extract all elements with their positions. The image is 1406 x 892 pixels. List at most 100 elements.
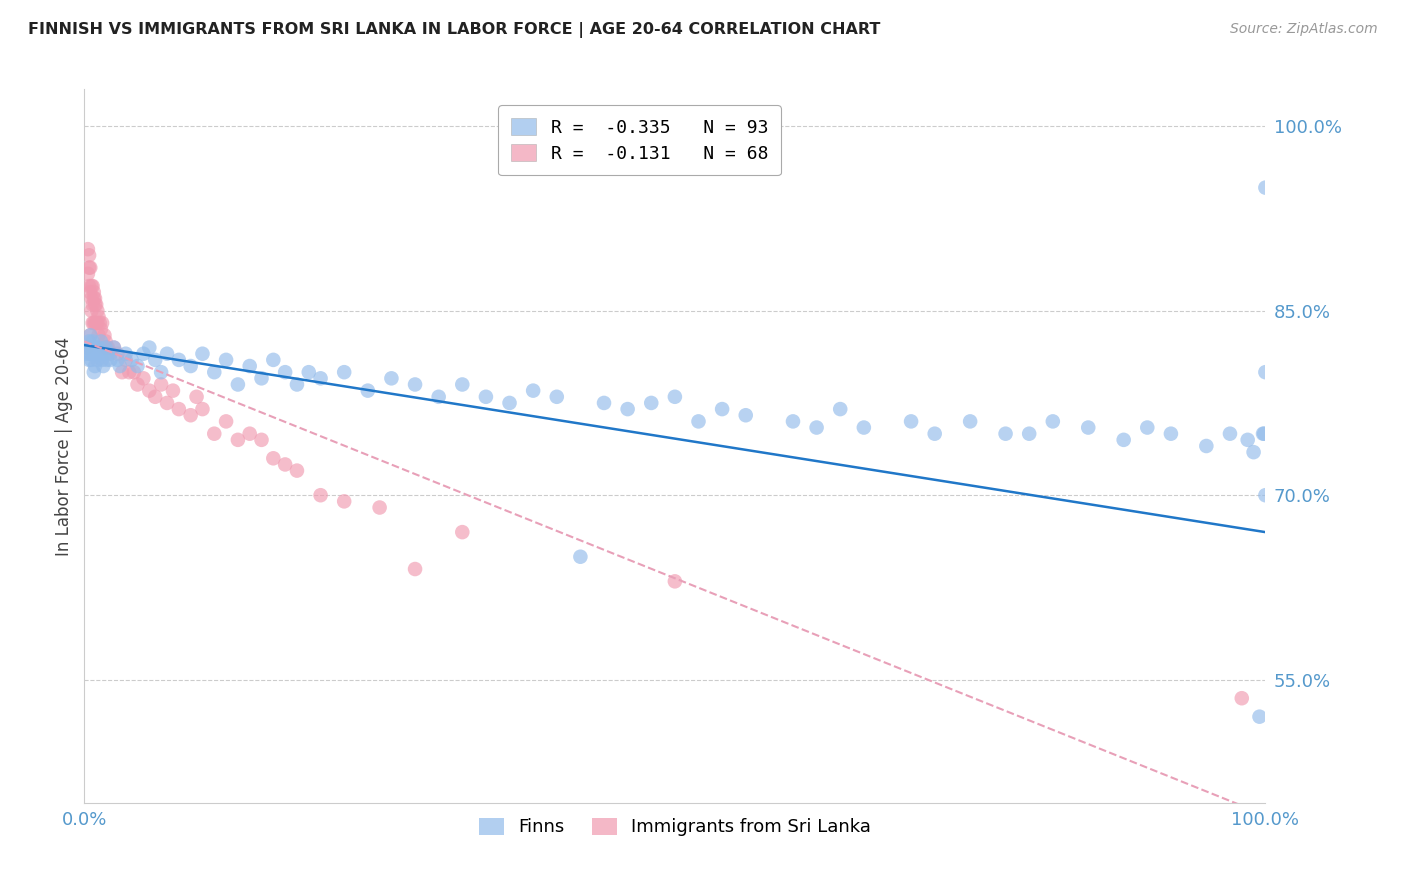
Point [84, 347, 107, 361]
Point [285, 377, 308, 392]
Point [830, 402, 852, 417]
Point [711, 402, 734, 417]
Point [782, 414, 804, 428]
Point [852, 420, 875, 434]
Point [132, 347, 155, 361]
Point [427, 390, 450, 404]
Point [108, 359, 131, 373]
Point [91, 341, 114, 355]
Point [87, 310, 110, 324]
Point [309, 488, 332, 502]
Point [1195, 439, 1218, 453]
Point [262, 352, 284, 367]
Point [77, 267, 100, 281]
Point [239, 426, 262, 441]
Point [451, 377, 474, 392]
Legend: Finns, Immigrants from Sri Lanka: Finns, Immigrants from Sri Lanka [468, 807, 882, 847]
Point [1251, 426, 1274, 441]
Point [82, 316, 104, 330]
Point [1042, 414, 1064, 428]
Point [84, 347, 107, 361]
Point [84, 359, 107, 373]
Point [94, 334, 117, 349]
Point [285, 464, 308, 478]
Point [89, 347, 111, 361]
Point [546, 390, 568, 404]
Point [298, 365, 321, 379]
Point [83, 291, 105, 305]
Point [103, 341, 125, 355]
Point [83, 316, 105, 330]
Point [82, 297, 104, 311]
Point [91, 316, 114, 330]
Point [167, 352, 190, 367]
Point [77, 279, 100, 293]
Point [84, 341, 107, 355]
Point [664, 390, 686, 404]
Point [239, 359, 262, 373]
Point [79, 328, 101, 343]
Point [569, 549, 592, 564]
Point [93, 347, 115, 361]
Point [114, 352, 136, 367]
Point [1136, 420, 1159, 434]
Point [91, 359, 114, 373]
Point [111, 365, 134, 379]
Point [640, 396, 662, 410]
Point [143, 390, 166, 404]
Point [127, 377, 149, 392]
Point [734, 409, 756, 423]
Point [202, 365, 225, 379]
Point [90, 322, 112, 336]
Point [84, 316, 107, 330]
Point [215, 352, 238, 367]
Point [1253, 426, 1275, 441]
Point [1018, 426, 1040, 441]
Point [167, 402, 190, 417]
Point [180, 359, 202, 373]
Point [688, 414, 710, 428]
Point [77, 352, 100, 367]
Point [76, 341, 98, 355]
Point [96, 352, 118, 367]
Text: FINNISH VS IMMIGRANTS FROM SRI LANKA IN LABOR FORCE | AGE 20-64 CORRELATION CHAR: FINNISH VS IMMIGRANTS FROM SRI LANKA IN … [28, 22, 880, 38]
Point [98, 352, 121, 367]
Point [79, 347, 101, 361]
Point [83, 341, 105, 355]
Point [202, 426, 225, 441]
Point [368, 500, 391, 515]
Point [498, 396, 520, 410]
Point [138, 384, 160, 398]
Point [664, 574, 686, 589]
Point [90, 334, 112, 349]
Point [86, 303, 108, 318]
Y-axis label: In Labor Force | Age 20-64: In Labor Force | Age 20-64 [55, 336, 73, 556]
Point [80, 352, 103, 367]
Point [1160, 426, 1182, 441]
Point [79, 328, 101, 343]
Point [226, 433, 249, 447]
Point [84, 297, 107, 311]
Point [97, 341, 120, 355]
Point [97, 347, 120, 361]
Point [82, 279, 104, 293]
Point [250, 371, 273, 385]
Point [150, 365, 173, 379]
Point [87, 328, 110, 343]
Point [82, 347, 104, 361]
Point [83, 285, 105, 300]
Point [1077, 420, 1099, 434]
Point [80, 303, 103, 318]
Point [309, 371, 332, 385]
Point [122, 365, 145, 379]
Point [103, 341, 125, 355]
Point [333, 365, 356, 379]
Point [96, 341, 118, 355]
Point [83, 365, 105, 379]
Point [451, 525, 474, 540]
Point [98, 347, 121, 361]
Point [127, 359, 149, 373]
Point [156, 396, 179, 410]
Point [1243, 445, 1265, 459]
Point [114, 347, 136, 361]
